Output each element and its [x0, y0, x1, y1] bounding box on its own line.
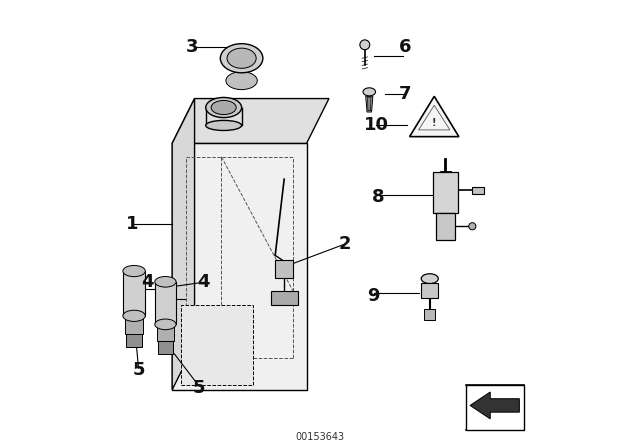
Ellipse shape — [211, 100, 236, 115]
Polygon shape — [421, 283, 438, 298]
Polygon shape — [172, 99, 329, 143]
Ellipse shape — [155, 276, 176, 287]
Text: 9: 9 — [367, 287, 380, 305]
Ellipse shape — [363, 88, 376, 96]
Text: 10: 10 — [364, 116, 388, 134]
Text: 4: 4 — [141, 273, 154, 291]
Text: 2: 2 — [339, 235, 351, 253]
Text: !: ! — [432, 118, 436, 128]
Polygon shape — [123, 271, 145, 316]
Ellipse shape — [220, 44, 263, 73]
Text: 4: 4 — [197, 273, 210, 291]
Polygon shape — [125, 316, 143, 334]
Polygon shape — [158, 341, 173, 354]
Ellipse shape — [155, 319, 176, 330]
Ellipse shape — [206, 98, 242, 117]
Polygon shape — [181, 305, 253, 385]
Text: 8: 8 — [372, 188, 385, 206]
Ellipse shape — [123, 310, 145, 322]
Ellipse shape — [206, 121, 242, 130]
Polygon shape — [271, 291, 298, 305]
Polygon shape — [472, 187, 484, 194]
Polygon shape — [424, 309, 435, 320]
Text: 3: 3 — [186, 38, 198, 56]
Polygon shape — [410, 96, 459, 137]
Polygon shape — [433, 172, 458, 213]
Text: 5: 5 — [132, 361, 145, 379]
Polygon shape — [275, 260, 293, 278]
Polygon shape — [172, 143, 307, 390]
Polygon shape — [365, 96, 373, 112]
Polygon shape — [436, 213, 455, 240]
FancyBboxPatch shape — [466, 385, 524, 430]
Polygon shape — [470, 392, 520, 419]
Polygon shape — [157, 324, 174, 341]
Text: 1: 1 — [125, 215, 138, 233]
Ellipse shape — [421, 274, 438, 284]
Polygon shape — [367, 97, 371, 111]
Polygon shape — [172, 99, 195, 390]
Ellipse shape — [360, 40, 370, 50]
Polygon shape — [155, 282, 176, 324]
Ellipse shape — [468, 223, 476, 230]
Text: 7: 7 — [399, 85, 412, 103]
Ellipse shape — [123, 265, 145, 276]
Ellipse shape — [226, 72, 257, 90]
Text: 00153643: 00153643 — [296, 432, 344, 442]
Text: 5: 5 — [193, 379, 205, 396]
Ellipse shape — [227, 48, 256, 69]
Polygon shape — [126, 334, 142, 347]
Text: 6: 6 — [399, 38, 412, 56]
